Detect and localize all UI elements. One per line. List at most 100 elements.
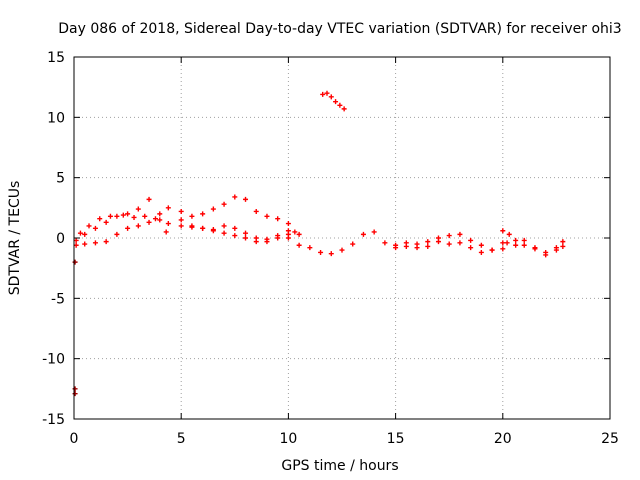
data-point [553, 245, 559, 251]
data-point [232, 194, 238, 200]
data-point [120, 212, 126, 218]
data-point [275, 216, 281, 222]
data-point [320, 91, 326, 97]
data-point [86, 223, 92, 229]
data-point [210, 227, 216, 233]
data-point [341, 106, 347, 112]
y-tick-label: -5 [51, 291, 65, 307]
data-point [457, 240, 463, 246]
data-point [264, 236, 270, 242]
data-point [435, 235, 441, 241]
data-point [232, 225, 238, 231]
data-point [506, 231, 512, 237]
data-point [107, 213, 113, 219]
data-point [243, 196, 249, 202]
series-sdtvar-main-d [165, 194, 298, 235]
data-point [92, 240, 98, 246]
data-point [446, 233, 452, 239]
y-tick-labels: -15 -10 -5 0 5 10 15 [42, 50, 65, 428]
data-point [468, 237, 474, 243]
data-point [296, 231, 302, 237]
series-sdtvar-main-h [393, 235, 506, 255]
data-point [318, 249, 324, 255]
data-point [328, 251, 334, 257]
series-sdtvar-main-f [178, 217, 302, 242]
x-tick-label: 0 [70, 431, 79, 447]
data-point [221, 230, 227, 236]
data-point [425, 243, 431, 249]
data-point [165, 221, 171, 227]
data-point [521, 237, 527, 243]
data-point [243, 230, 249, 236]
data-point [114, 213, 120, 219]
data-point [178, 208, 184, 214]
data-point [125, 225, 131, 231]
data-point [333, 99, 339, 105]
data-point [478, 249, 484, 255]
series-sdtvar-main-c [77, 212, 158, 236]
data-point [72, 386, 78, 392]
data-point [478, 242, 484, 248]
data-point [285, 235, 291, 241]
data-point [97, 216, 103, 222]
data-point [504, 240, 510, 246]
data-point [275, 233, 281, 239]
data-point [103, 219, 109, 225]
data-point [82, 231, 88, 237]
y-tick-label: 10 [47, 110, 65, 126]
data-point [131, 214, 137, 220]
data-point [285, 221, 291, 227]
data-point [253, 208, 259, 214]
data-point [292, 229, 298, 235]
data-point [157, 211, 163, 217]
data-point [425, 239, 431, 245]
data-point [324, 90, 330, 96]
y-tick-label: -10 [42, 352, 65, 368]
series-sdtvar-main-j [504, 237, 566, 258]
x-tick-label: 15 [387, 431, 405, 447]
data-point [152, 216, 158, 222]
data-point [146, 219, 152, 225]
data-point [253, 235, 259, 241]
y-tick-label: 5 [56, 171, 65, 187]
data-point [513, 237, 519, 243]
data-point [360, 231, 366, 237]
data-point [285, 228, 291, 234]
data-point [500, 246, 506, 252]
data-point [221, 201, 227, 207]
data-point [189, 213, 195, 219]
data-point [414, 245, 420, 251]
data-point [232, 233, 238, 239]
data-point [135, 206, 141, 212]
data-point [457, 231, 463, 237]
data-point [307, 245, 313, 251]
data-point [446, 241, 452, 247]
data-point [103, 239, 109, 245]
axis-ticks [73, 56, 611, 420]
data-point [72, 391, 78, 397]
data-point [382, 240, 388, 246]
data-point [532, 246, 538, 252]
data-point [142, 213, 148, 219]
data-point [200, 211, 206, 217]
data-point [178, 223, 184, 229]
data-point [521, 242, 527, 248]
series-sdtvar-isolated-arc [320, 90, 347, 112]
data-point [403, 240, 409, 246]
data-point [560, 239, 566, 245]
y-tick-label: 0 [56, 231, 65, 247]
data-point [350, 241, 356, 247]
data-point [135, 223, 141, 229]
data-point [221, 223, 227, 229]
data-point [543, 252, 549, 258]
data-point [165, 205, 171, 211]
data-point [560, 243, 566, 249]
data-point [146, 196, 152, 202]
data-point [337, 102, 343, 108]
data-point [513, 242, 519, 248]
data-point [489, 247, 495, 253]
x-tick-label: 5 [177, 431, 186, 447]
data-point [157, 217, 163, 223]
data-point [371, 229, 377, 235]
